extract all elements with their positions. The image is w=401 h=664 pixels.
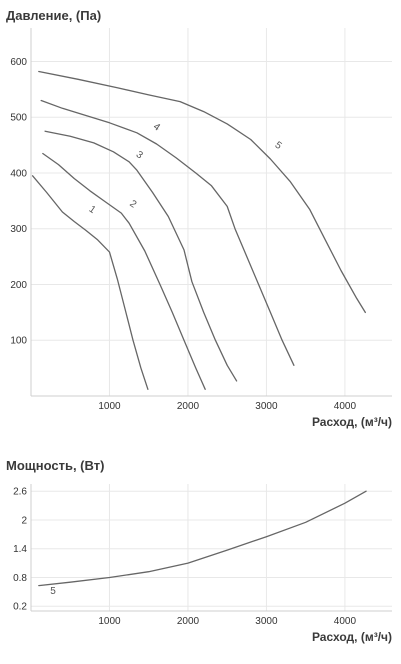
power-curves [38, 490, 367, 587]
pressure-curves [31, 70, 366, 390]
pressure-curve-2 [42, 152, 206, 390]
pressure-x-tick-label: 3000 [255, 401, 278, 412]
power-tick-labels: 0.2 0.8 1.4 2 2.6 1000 2000 3000 4000 [13, 487, 356, 627]
pressure-x-axis-label: Расход, (м³/ч) [312, 415, 392, 429]
power-y-tick-label: 0.8 [13, 573, 27, 584]
pressure-curve-labels: 1 2 3 4 5 [87, 121, 284, 216]
pressure-chart-title: Давление, (Па) [6, 8, 101, 23]
pressure-curve-label: 1 [87, 204, 98, 216]
power-grid [30, 484, 392, 612]
power-curve-labels: 5 [50, 586, 56, 597]
pressure-curve-4 [40, 99, 295, 366]
pressure-x-tick-label: 1000 [98, 401, 121, 412]
power-curve-label: 5 [50, 586, 56, 597]
pressure-y-tick-label: 100 [10, 336, 27, 347]
pressure-curve-3 [44, 130, 238, 382]
pressure-curve-5 [38, 70, 366, 314]
pressure-y-tick-label: 500 [10, 113, 27, 124]
pressure-curve-label: 3 [134, 149, 145, 161]
pressure-y-tick-label: 400 [10, 168, 27, 179]
power-x-tick-label: 3000 [255, 616, 278, 627]
power-x-axis-label: Расход, (м³/ч) [312, 630, 392, 644]
power-chart-title: Мощность, (Вт) [6, 458, 104, 473]
pressure-grid [30, 28, 392, 397]
power-y-tick-label: 1.4 [13, 544, 27, 555]
power-y-tick-label: 2 [21, 515, 27, 526]
pressure-curve-label: 5 [273, 140, 284, 152]
power-x-tick-label: 2000 [177, 616, 200, 627]
pressure-curve-label: 2 [127, 198, 138, 210]
power-y-tick-label: 2.6 [13, 487, 27, 498]
power-x-tick-label: 4000 [334, 616, 357, 627]
pressure-y-tick-label: 200 [10, 280, 27, 291]
pressure-y-tick-label: 600 [10, 57, 27, 68]
pressure-x-tick-label: 2000 [177, 401, 200, 412]
power-y-tick-label: 0.2 [13, 602, 27, 613]
power-curve-5 [38, 490, 367, 587]
power-chart: Мощность, (Вт) 0.2 0.8 1.4 2 2.6 1000 2000 3000… [6, 458, 392, 644]
pressure-y-tick-label: 300 [10, 224, 27, 235]
power-x-tick-label: 1000 [98, 616, 121, 627]
pressure-curve-label: 4 [151, 121, 162, 133]
pressure-tick-labels: 100 200 300 400 500 600 1000 2000 3000 4000 [10, 57, 356, 412]
pressure-chart: Давление, (Па) 100 200 300 400 500 600 1000 200… [6, 8, 392, 429]
pressure-x-tick-label: 4000 [334, 401, 357, 412]
pressure-curve-1 [31, 175, 149, 390]
